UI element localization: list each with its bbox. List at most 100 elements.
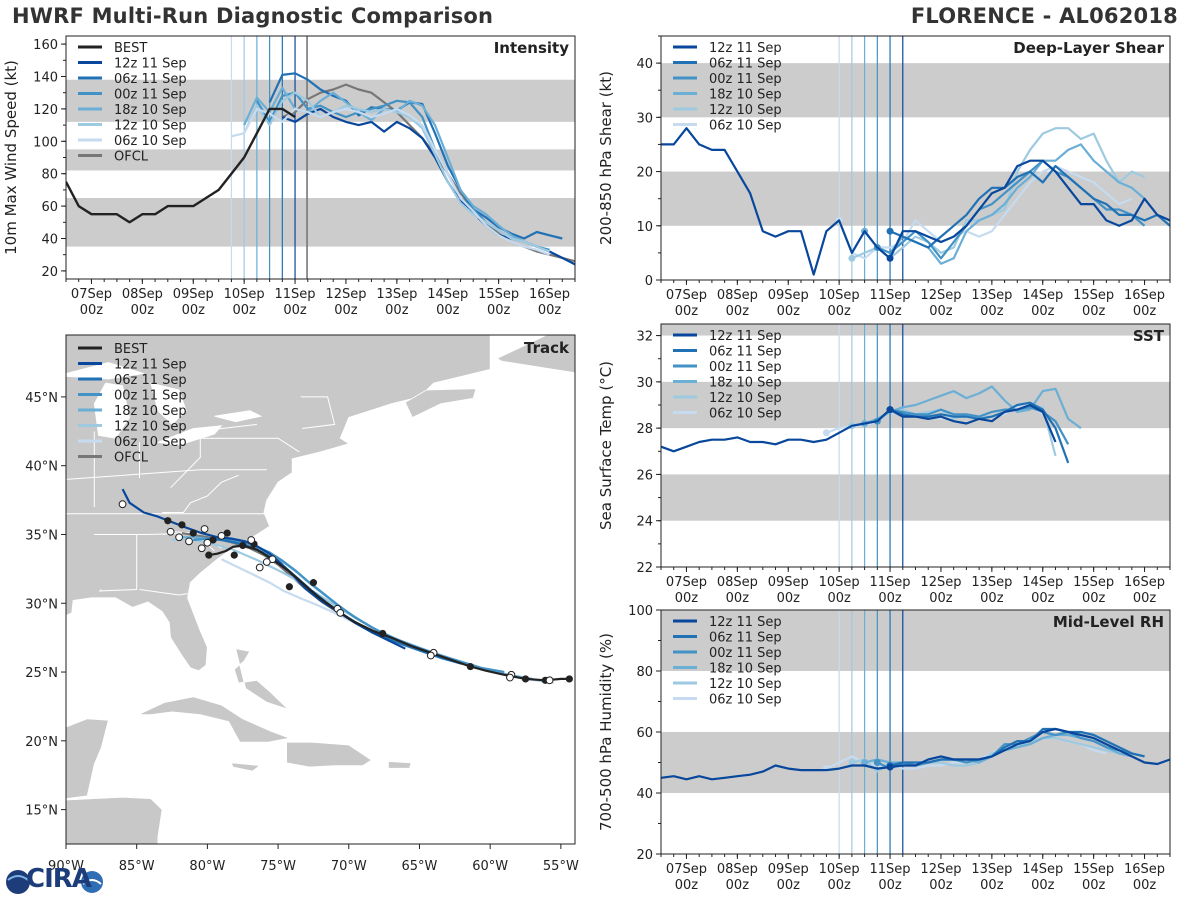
x-tick-label: 08Sep bbox=[717, 288, 758, 303]
series-group bbox=[661, 727, 1170, 781]
figure-title-right: FLORENCE - AL062018 bbox=[910, 4, 1178, 28]
x-tick-label: 00z bbox=[726, 304, 750, 319]
best-track-marker bbox=[164, 517, 172, 525]
x-tick-label: 11Sep bbox=[870, 575, 911, 590]
legend-label: 12z 10 Sep bbox=[114, 119, 187, 134]
x-tick-label: 00z bbox=[436, 303, 460, 318]
init-point-marker bbox=[848, 759, 856, 766]
series-line-12z-11-sep bbox=[661, 403, 1057, 453]
x-tick-label: 09Sep bbox=[173, 287, 214, 302]
shear-panel: 01020304007Sep00z08Sep00z09Sep00z10Sep00… bbox=[597, 35, 1171, 319]
forecast-position-marker bbox=[118, 500, 127, 509]
series-line-best bbox=[66, 107, 296, 224]
x-tick-label: 00z bbox=[929, 304, 953, 319]
y-tick-label: 120 bbox=[33, 103, 58, 118]
forecast-position-marker bbox=[506, 673, 514, 682]
legend-label: BEST bbox=[114, 342, 147, 357]
legend-label: 12z 10 Sep bbox=[709, 391, 782, 406]
legend-label: 06z 11 Sep bbox=[709, 345, 782, 360]
x-tick-label: 11Sep bbox=[870, 862, 911, 877]
legend-label: 00z 11 Sep bbox=[709, 72, 782, 87]
shaded-band bbox=[66, 198, 575, 247]
series-line-12z-10-sep bbox=[243, 91, 550, 253]
legend-label: 06z 11 Sep bbox=[709, 57, 782, 72]
x-tick-label: 12Sep bbox=[920, 288, 961, 303]
x-tick-label: 15Sep bbox=[1073, 288, 1114, 303]
forecast-position-marker bbox=[200, 525, 209, 533]
legend-label: 12z 11 Sep bbox=[709, 41, 782, 56]
x-tick-label: 07Sep bbox=[666, 862, 707, 877]
south-america-land bbox=[305, 843, 476, 844]
y-tick-label: 20 bbox=[636, 166, 653, 181]
y-tick-label: 20 bbox=[41, 265, 58, 280]
legend-label: 12z 11 Sep bbox=[709, 615, 782, 630]
y-tick-label: 28 bbox=[636, 422, 653, 437]
x-tick-label: 00z bbox=[1082, 304, 1106, 319]
x-tick-label: 15Sep bbox=[1073, 862, 1114, 877]
forecast-position-marker bbox=[545, 676, 554, 685]
state-border bbox=[162, 474, 239, 513]
best-track-marker bbox=[466, 662, 474, 671]
y-tick-label: 20 bbox=[636, 848, 653, 863]
best-track-marker bbox=[309, 579, 318, 587]
state-border bbox=[170, 438, 201, 489]
init-point-marker bbox=[886, 406, 894, 414]
lon-tick-label: 90°W bbox=[48, 859, 84, 874]
sst-panel: 22242628303207Sep00z08Sep00z09Sep00z10Se… bbox=[597, 323, 1171, 606]
hispaniola-land bbox=[286, 741, 373, 768]
intensity-panel: 2040608010012014016007Sep00z08Sep00z09Se… bbox=[2, 35, 576, 318]
x-tick-label: 00z bbox=[777, 878, 801, 893]
track-panel: 90°W 85°W 80°W 75°W 70°W 65°W 60°W 55°W 15°N 20°N… bbox=[25, 334, 579, 874]
x-tick-label: 00z bbox=[1031, 591, 1055, 606]
x-tick-label: 10Sep bbox=[224, 287, 265, 302]
init-point-marker bbox=[822, 429, 830, 437]
x-tick-label: 10Sep bbox=[819, 862, 860, 877]
x-tick-label: 13Sep bbox=[971, 288, 1012, 303]
jamaica-land bbox=[230, 762, 261, 772]
forecast-position-marker bbox=[262, 558, 271, 566]
state-border bbox=[210, 423, 257, 431]
y-tick-label: 10 bbox=[636, 220, 653, 235]
init-point-marker bbox=[886, 254, 894, 262]
x-tick-label: 00z bbox=[538, 303, 562, 318]
lat-tick-label: 45°N bbox=[25, 391, 58, 406]
central-america-land bbox=[66, 796, 163, 844]
land-group bbox=[66, 335, 575, 844]
y-tick-label: 24 bbox=[636, 515, 653, 530]
init-point-marker bbox=[861, 759, 869, 766]
y-tick-label: 0 bbox=[645, 274, 653, 289]
state-border bbox=[66, 469, 267, 480]
lake-polygon bbox=[150, 382, 187, 425]
legend-label: 06z 11 Sep bbox=[114, 373, 187, 388]
legend-label: 00z 11 Sep bbox=[709, 360, 782, 375]
legend-label: OFCL bbox=[114, 150, 149, 165]
shaded-band bbox=[661, 171, 1170, 226]
legend-label: 06z 10 Sep bbox=[114, 435, 187, 450]
state-border bbox=[139, 589, 188, 596]
legend-label: 12z 11 Sep bbox=[114, 358, 187, 373]
x-tick-label: 00z bbox=[1082, 878, 1106, 893]
x-tick-label: 07Sep bbox=[666, 288, 707, 303]
forecast-position-marker bbox=[197, 544, 206, 553]
y-tick-label: 26 bbox=[636, 468, 653, 483]
lat-tick-label: 20°N bbox=[25, 735, 58, 750]
best-track-marker bbox=[565, 675, 573, 683]
y-tick-label: 22 bbox=[636, 561, 653, 576]
y-axis-label: 200-850 hPa Shear (kt) bbox=[597, 71, 615, 245]
x-tick-label: 12Sep bbox=[920, 862, 961, 877]
x-tick-label: 00z bbox=[878, 878, 902, 893]
x-tick-label: 11Sep bbox=[275, 287, 316, 302]
x-tick-label: 14Sep bbox=[427, 287, 468, 302]
x-tick-label: 11Sep bbox=[870, 288, 911, 303]
lon-tick-label: 60°W bbox=[472, 859, 508, 874]
series-line-06z-10-sep bbox=[231, 107, 550, 256]
x-tick-label: 08Sep bbox=[717, 862, 758, 877]
forecast-position-marker bbox=[175, 533, 184, 542]
shaded-band bbox=[661, 324, 1170, 336]
series-group bbox=[661, 385, 1082, 464]
y-tick-label: 40 bbox=[636, 57, 653, 72]
x-tick-label: 15Sep bbox=[478, 287, 519, 302]
